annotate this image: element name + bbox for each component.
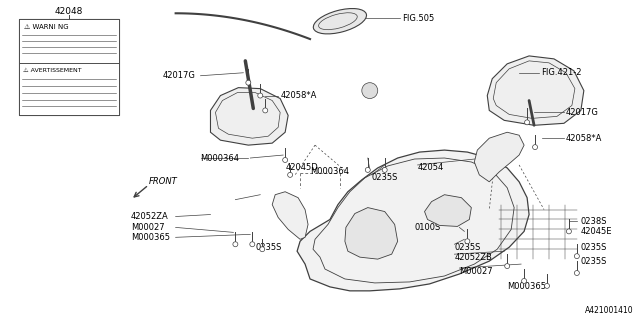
Text: 42052ZA: 42052ZA	[131, 212, 168, 221]
Text: 0235S: 0235S	[255, 243, 282, 252]
Circle shape	[287, 172, 292, 177]
Text: M00027: M00027	[131, 223, 164, 232]
Text: 42045E: 42045E	[581, 227, 612, 236]
Circle shape	[505, 264, 509, 268]
Text: 42017G: 42017G	[566, 108, 599, 117]
Polygon shape	[487, 56, 584, 125]
Circle shape	[522, 278, 527, 284]
Bar	[19, 19, 119, 116]
Text: M00027: M00027	[460, 267, 493, 276]
Text: M000365: M000365	[131, 233, 170, 242]
Ellipse shape	[314, 9, 367, 34]
Polygon shape	[474, 132, 524, 182]
Text: 0238S: 0238S	[581, 217, 607, 226]
Text: 0100S: 0100S	[415, 223, 441, 232]
Text: M000364: M000364	[200, 154, 239, 163]
Text: 0235S: 0235S	[581, 243, 607, 252]
Circle shape	[362, 83, 378, 99]
Bar	[19, 19, 119, 63]
Text: 0235S: 0235S	[454, 243, 481, 252]
Polygon shape	[297, 150, 529, 291]
Circle shape	[246, 80, 251, 85]
Text: 42045D: 42045D	[285, 164, 318, 172]
Circle shape	[545, 284, 550, 288]
Text: ⚠ AVERTISSEMENT: ⚠ AVERTISSEMENT	[23, 68, 82, 73]
Circle shape	[382, 167, 387, 172]
Circle shape	[574, 270, 579, 276]
Text: 0235S: 0235S	[372, 173, 398, 182]
Circle shape	[574, 254, 579, 259]
Text: 42058*A: 42058*A	[566, 134, 602, 143]
Text: 42058*A: 42058*A	[280, 91, 317, 100]
Polygon shape	[424, 195, 471, 227]
Circle shape	[465, 239, 470, 244]
Text: 42048: 42048	[55, 7, 83, 16]
Circle shape	[532, 145, 538, 149]
Polygon shape	[211, 88, 288, 145]
Text: ⚠ WARNI NG: ⚠ WARNI NG	[24, 24, 69, 30]
Circle shape	[566, 229, 572, 234]
Bar	[19, 63, 119, 116]
Text: M000364: M000364	[310, 167, 349, 176]
Polygon shape	[345, 208, 397, 259]
Polygon shape	[272, 192, 308, 239]
Text: 0235S: 0235S	[581, 257, 607, 266]
Circle shape	[365, 167, 371, 172]
Circle shape	[283, 157, 287, 163]
Circle shape	[233, 242, 238, 247]
Text: 42017G: 42017G	[163, 71, 196, 80]
Circle shape	[525, 120, 529, 125]
Text: A421001410: A421001410	[585, 306, 634, 315]
Text: FIG.505: FIG.505	[402, 14, 434, 23]
Text: FIG.421-2: FIG.421-2	[541, 68, 582, 77]
Circle shape	[258, 93, 263, 98]
Circle shape	[250, 242, 255, 247]
Text: FRONT: FRONT	[148, 177, 177, 186]
Text: M000365: M000365	[507, 282, 546, 292]
FancyArrowPatch shape	[134, 187, 147, 197]
Circle shape	[263, 108, 268, 113]
Circle shape	[260, 247, 265, 252]
Text: 42052ZB: 42052ZB	[454, 253, 492, 262]
Text: 42054: 42054	[417, 164, 444, 172]
